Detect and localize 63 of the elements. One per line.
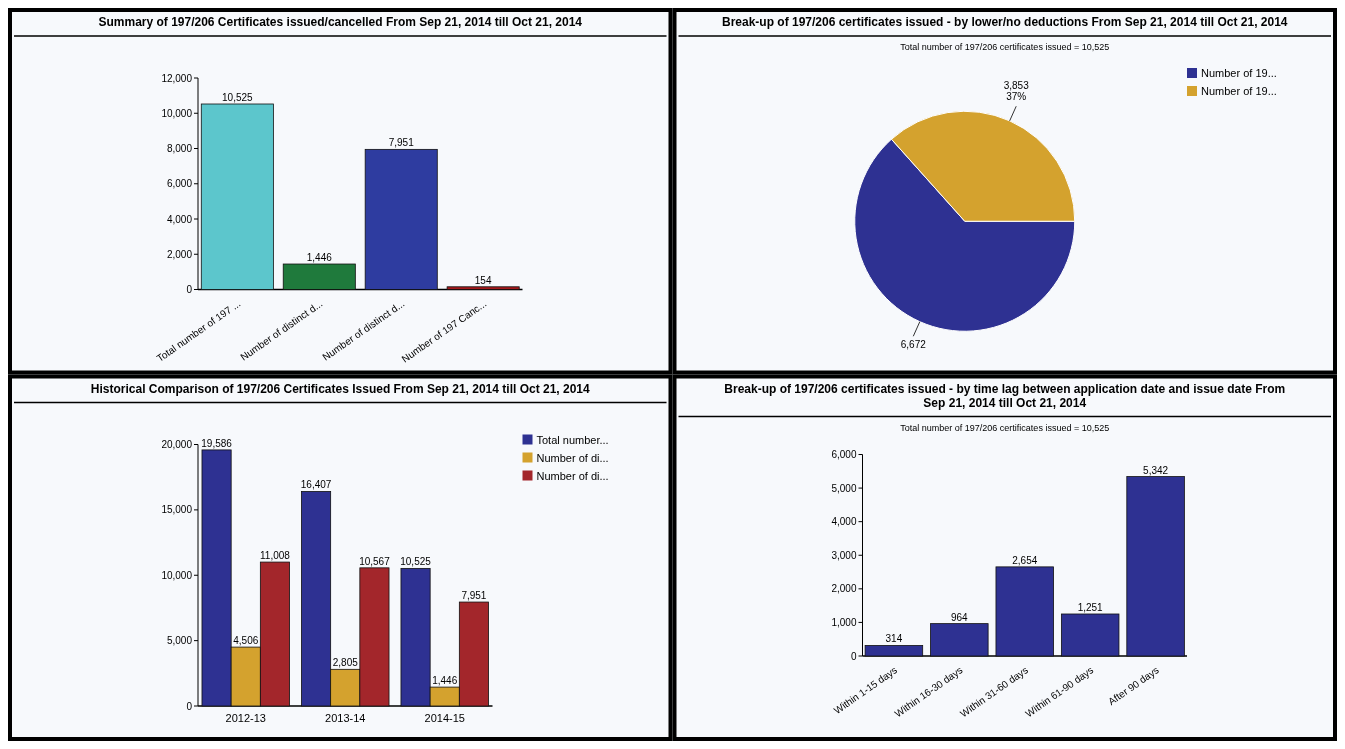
- data-label: 4,506: [233, 635, 259, 647]
- legend-label: Total number...: [536, 433, 609, 446]
- bar: [995, 566, 1054, 657]
- y-tick-label: 5,000: [166, 635, 193, 647]
- bar: [446, 286, 520, 290]
- y-tick-label: 4,000: [166, 213, 193, 225]
- x-tick-label: 2013-14: [325, 712, 366, 724]
- y-tick-label: 5,000: [831, 482, 857, 494]
- data-label: 19,586: [201, 437, 233, 449]
- data-label: 7,951: [461, 590, 487, 602]
- chart-title: Break-up of 197/206 certificates issued - by lower/no deductions From Sep 21, 2014 till Oct 21, 2014: [721, 15, 1288, 29]
- x-tick-label: 2012-13: [225, 712, 266, 724]
- data-label: 16,407: [300, 479, 332, 491]
- bar: [1126, 476, 1185, 657]
- y-tick-label: 2,000: [166, 248, 193, 260]
- y-tick-label: 1,000: [831, 616, 857, 628]
- data-label: 11,008: [260, 550, 291, 562]
- legend-label: Number of di...: [536, 469, 609, 482]
- data-label: 5,342: [1143, 464, 1169, 476]
- y-tick-label: 0: [850, 650, 857, 662]
- data-label: 7,951: [388, 137, 415, 149]
- y-tick-label: 15,000: [161, 504, 193, 516]
- data-label: 2,654: [1012, 554, 1038, 566]
- bar: [864, 645, 924, 657]
- data-label: 10,525: [400, 556, 432, 568]
- y-tick-label: 3,000: [831, 549, 857, 561]
- y-tick-label: 10,000: [161, 107, 193, 119]
- data-label: 154: [474, 274, 492, 286]
- x-tick-label: After 90 days: [1106, 664, 1161, 708]
- data-label: 10,525: [222, 92, 254, 103]
- bar: [1060, 613, 1120, 657]
- data-label: 1,251: [1077, 601, 1104, 613]
- data-label: 10,567: [359, 555, 391, 567]
- data-label: 1,446: [306, 252, 333, 264]
- data-label: 6,672: [900, 339, 927, 351]
- bar: [364, 148, 438, 290]
- x-tick-label: 2014-15: [424, 712, 465, 724]
- chart-title: Break-up of 197/206 certificates issued - by time lag between application date and issue date From Sep 21, 2014 till Oct 21, 2014: [724, 381, 1286, 410]
- bar: [200, 103, 274, 290]
- bar: [930, 623, 989, 657]
- y-tick-label: 0: [186, 700, 193, 712]
- data-label: 314: [885, 633, 903, 645]
- y-tick-label: 8,000: [166, 143, 193, 154]
- y-tick-label: 10,000: [161, 569, 193, 581]
- chart-subtitle: Total number of 197/206 certificates issued = 10,525: [900, 422, 1110, 433]
- y-tick-label: 6,000: [166, 178, 193, 190]
- legend-label: Number of 19...: [1201, 67, 1277, 79]
- y-tick-label: 6,000: [831, 449, 857, 460]
- y-tick-label: 4,000: [831, 516, 857, 528]
- bar: [282, 263, 356, 290]
- data-label: 964: [950, 611, 969, 623]
- y-tick-label: 2,000: [831, 583, 857, 595]
- data-label: 1,446: [432, 675, 458, 687]
- legend-label: Number of 19...: [1201, 85, 1277, 97]
- y-tick-label: 20,000: [161, 439, 193, 450]
- data-label: 2,805: [332, 657, 359, 669]
- y-tick-label: 12,000: [161, 72, 193, 84]
- y-tick-label: 0: [186, 284, 193, 295]
- chart-subtitle: Total number of 197/206 certificates issued = 10,525: [900, 42, 1110, 52]
- chart-title: Historical Comparison of 197/206 Certificates Issued From Sep 21, 2014 till Oct 21, 2014: [90, 381, 591, 396]
- data-label: 3,853 37%: [1003, 80, 1030, 103]
- chart-title: Summary of 197/206 Certificates issued/cancelled From Sep 21, 2014 till Oct 21, 2014: [98, 15, 583, 29]
- legend-label: Number of di...: [536, 451, 609, 464]
